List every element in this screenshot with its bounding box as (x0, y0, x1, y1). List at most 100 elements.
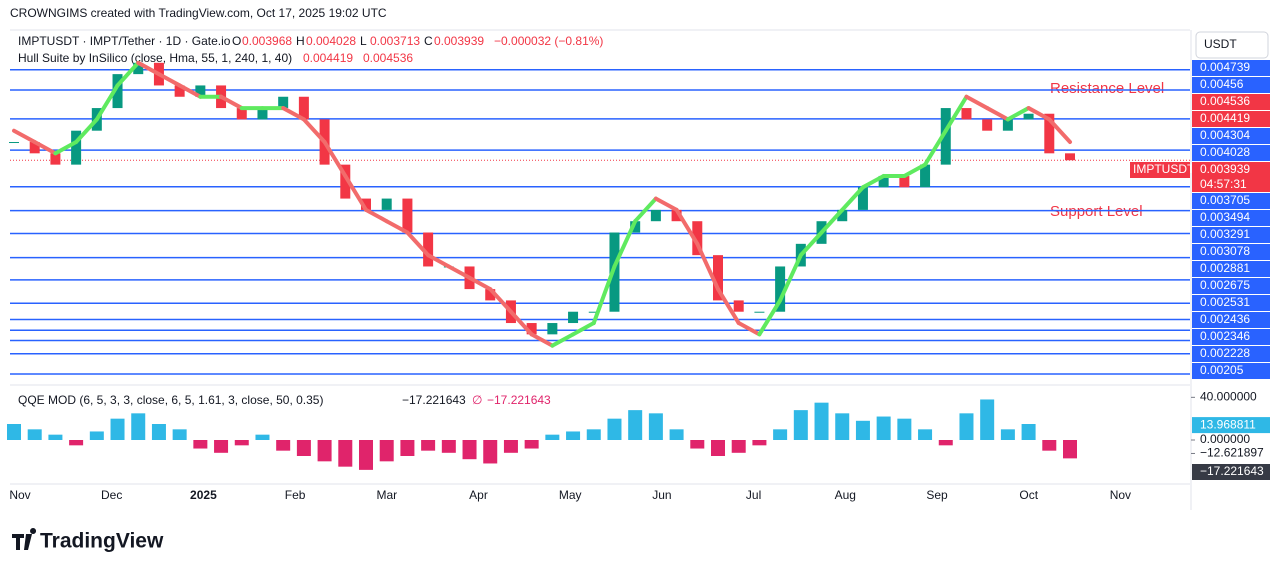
month-label: Aug (835, 488, 856, 502)
price-label-bg (1192, 128, 1270, 144)
ohlc-value: 0.003713 (370, 34, 420, 48)
price-label: 0.003078 (1200, 244, 1250, 258)
hull-line (757, 298, 783, 337)
candle (50, 153, 61, 165)
hull-line (653, 196, 679, 212)
candle (920, 164, 931, 188)
badge-countdown: 04:57:31 (1200, 177, 1247, 191)
qqe-bar (1021, 424, 1036, 440)
candle (402, 198, 413, 233)
candle (278, 96, 289, 109)
hull-line (736, 321, 762, 337)
candle (133, 62, 144, 75)
month-label: Jul (746, 488, 761, 502)
hull-line (674, 207, 700, 246)
candle (361, 198, 371, 210)
hull-line (798, 230, 824, 258)
qqe-bar (959, 413, 974, 440)
price-label: 0.002436 (1200, 312, 1250, 326)
price-label: 0.002675 (1200, 278, 1250, 292)
price-label: 0.002228 (1200, 346, 1250, 360)
qqe-bar (255, 434, 270, 440)
currency-button[interactable] (1195, 31, 1269, 59)
hull-value: 0.004419 (303, 51, 353, 65)
qqe-legend: ∅ (472, 393, 482, 407)
candle (71, 130, 82, 165)
qqe-bar (586, 429, 601, 440)
price-label: 0.003494 (1200, 210, 1250, 224)
qqe-bar (296, 440, 311, 456)
hull-line (902, 162, 928, 178)
candle (630, 221, 641, 233)
qqe-bar (793, 410, 808, 440)
annotation: Resistance Level (1050, 80, 1164, 97)
qqe-bar (1042, 440, 1057, 451)
qqe-name: QQE MOD (6, 5, 3, 3, close, 6, 5, 1.61, … (18, 393, 323, 407)
hull-line (778, 253, 803, 303)
hull-name: Hull Suite by InSilico (close, Hma, 55, … (18, 51, 292, 65)
candle (754, 311, 765, 313)
candle (236, 108, 247, 120)
hull-line (12, 128, 37, 145)
price-label: 0.004028 (1200, 145, 1250, 159)
hull-line (695, 241, 720, 292)
qqe-bar (855, 420, 870, 440)
candle (9, 142, 19, 144)
qqe-bar (214, 440, 229, 453)
price-label-bg (1192, 295, 1270, 311)
hull-line (550, 332, 576, 348)
price-label-bg (1192, 244, 1270, 260)
hull-line (32, 140, 58, 156)
hull-line (156, 72, 182, 88)
candle (878, 175, 889, 188)
price-label-bg (1192, 60, 1270, 76)
candle (733, 300, 744, 312)
price-label-bg (1192, 210, 1270, 226)
hull-badge-label: 0.004536 (1200, 94, 1250, 108)
hull-line (467, 275, 493, 292)
ohlc-key: L (360, 34, 367, 48)
candle (899, 175, 910, 188)
candle (940, 108, 951, 165)
candle (961, 108, 972, 120)
hull-line (219, 94, 244, 111)
qqe-tick-label: −12.621897 (1200, 446, 1264, 460)
hull-line (177, 83, 203, 99)
price-label: 0.00205 (1200, 363, 1244, 377)
candle (257, 108, 268, 120)
month-label: 2025 (190, 488, 217, 502)
qqe-bar (752, 440, 767, 446)
candle (650, 209, 661, 222)
price-label-bg (1192, 363, 1270, 379)
hull-badge (1192, 94, 1270, 110)
candle (837, 209, 848, 222)
qqe-bar (69, 440, 84, 446)
hull-line (985, 106, 1010, 122)
currency[interactable]: USDT (1204, 37, 1237, 51)
qqe-bar (938, 440, 953, 446)
qqe-bar (503, 440, 518, 453)
ohlc-key: O (232, 34, 241, 48)
candle (982, 119, 993, 131)
qqe-badge (1192, 417, 1270, 434)
qqe-bar (48, 434, 63, 440)
hull-line (529, 332, 555, 348)
hull-line (1026, 106, 1052, 122)
qqe-bar (193, 440, 208, 449)
symbol-line: IMPTUSDT · IMPT/Tether · 1D · Gate.io (18, 34, 231, 48)
badge-symbol: IMPTUSDT (1133, 162, 1195, 176)
qqe-bar (131, 413, 146, 440)
candle (485, 289, 496, 301)
qqe-bar (379, 440, 394, 462)
ohlc-key: H (296, 34, 305, 48)
price-label: 0.00456 (1200, 77, 1244, 91)
hull-line (571, 321, 596, 337)
hull-line (633, 196, 658, 224)
candle (568, 311, 579, 324)
hull-line (612, 219, 638, 269)
hull-line (1005, 106, 1031, 122)
qqe-bar (1063, 440, 1077, 459)
price-label: 0.002531 (1200, 295, 1250, 309)
qqe-bar (89, 431, 104, 440)
